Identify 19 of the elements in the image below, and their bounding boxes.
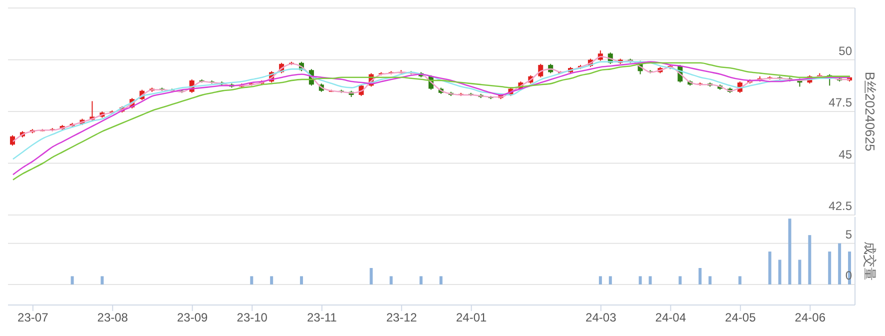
x-tick-label: 24-04 [655,310,686,325]
y-tick-label: 5 [845,227,852,242]
x-tick-label: 23-11 [306,310,338,325]
x-tick-label: 24-03 [586,310,617,325]
y-axis-title: 成交量 [862,242,878,280]
x-tick-label: 24-05 [725,310,756,325]
y-tick-label: 42.5 [828,199,852,213]
x-tick-label: 24-06 [794,310,826,325]
y-axis-title: B丝20240625 [862,72,878,152]
y-tick-label: 47.5 [828,96,852,110]
x-tick-label: 23-09 [176,310,208,325]
x-tick-label: 23-07 [18,310,49,325]
x-tick-label: 23-10 [236,310,268,325]
x-tick-label: 23-12 [386,310,418,325]
x-tick-label: 23-08 [97,310,128,325]
y-tick-label: 50 [838,44,852,58]
x-tick-label: 24-01 [456,310,488,325]
y-tick-label: 0 [845,268,852,282]
y-tick-label: 45 [838,147,852,162]
